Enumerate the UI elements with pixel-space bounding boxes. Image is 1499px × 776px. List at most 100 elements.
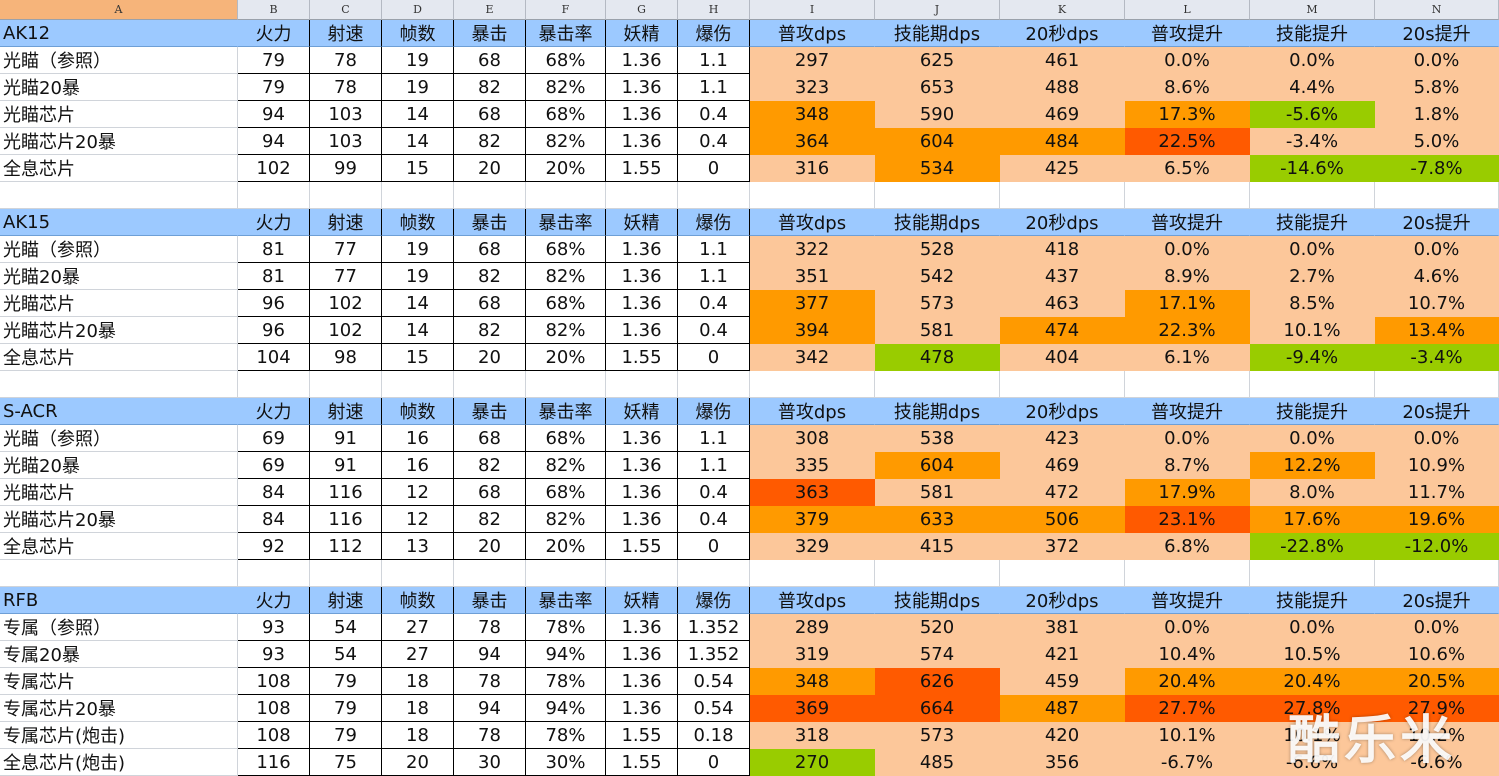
cell-l-15[interactable]: 普攻提升 — [1125, 398, 1250, 425]
column-header-c[interactable]: C — [310, 0, 382, 20]
cell-g-23[interactable]: 1.36 — [606, 614, 678, 641]
cell-h-20[interactable]: 0 — [678, 533, 750, 560]
cell-d-5[interactable]: 14 — [382, 128, 454, 155]
cell-i-2[interactable]: 297 — [750, 47, 875, 74]
cell-k-24[interactable]: 421 — [1000, 641, 1125, 668]
cell-b-10[interactable]: 81 — [238, 263, 310, 290]
cell-m-28[interactable]: -6.6% — [1250, 749, 1375, 776]
cell-b-20[interactable]: 92 — [238, 533, 310, 560]
cell-h-19[interactable]: 0.4 — [678, 506, 750, 533]
cell-f-23[interactable]: 78% — [526, 614, 606, 641]
cell-a-9[interactable]: 光瞄（参照） — [0, 236, 238, 263]
cell-m-3[interactable]: 4.4% — [1250, 74, 1375, 101]
cell-g-5[interactable]: 1.36 — [606, 128, 678, 155]
cell-e-10[interactable]: 82 — [454, 263, 526, 290]
cell-f-7[interactable] — [526, 182, 606, 209]
cell-k-3[interactable]: 488 — [1000, 74, 1125, 101]
cell-b-6[interactable]: 102 — [238, 155, 310, 182]
cell-h-23[interactable]: 1.352 — [678, 614, 750, 641]
cell-c-27[interactable]: 79 — [310, 722, 382, 749]
cell-a-19[interactable]: 光瞄芯片20暴 — [0, 506, 238, 533]
column-header-n[interactable]: N — [1375, 0, 1499, 20]
cell-k-1[interactable]: 20秒dps — [1000, 20, 1125, 47]
cell-k-7[interactable] — [1000, 182, 1125, 209]
cell-c-3[interactable]: 78 — [310, 74, 382, 101]
cell-l-7[interactable] — [1125, 182, 1250, 209]
cell-n-1[interactable]: 20s提升 — [1375, 20, 1499, 47]
cell-l-25[interactable]: 20.4% — [1125, 668, 1250, 695]
cell-c-19[interactable]: 116 — [310, 506, 382, 533]
cell-d-25[interactable]: 18 — [382, 668, 454, 695]
cell-l-11[interactable]: 17.1% — [1125, 290, 1250, 317]
cell-i-13[interactable]: 342 — [750, 344, 875, 371]
cell-l-27[interactable]: 10.1% — [1125, 722, 1250, 749]
cell-e-26[interactable]: 94 — [454, 695, 526, 722]
cell-d-26[interactable]: 18 — [382, 695, 454, 722]
cell-j-28[interactable]: 485 — [875, 749, 1000, 776]
cell-m-19[interactable]: 17.6% — [1250, 506, 1375, 533]
cell-e-19[interactable]: 82 — [454, 506, 526, 533]
cell-e-7[interactable] — [454, 182, 526, 209]
cell-h-2[interactable]: 1.1 — [678, 47, 750, 74]
cell-g-26[interactable]: 1.36 — [606, 695, 678, 722]
cell-n-17[interactable]: 10.9% — [1375, 452, 1499, 479]
cell-e-17[interactable]: 82 — [454, 452, 526, 479]
cell-j-15[interactable]: 技能期dps — [875, 398, 1000, 425]
cell-j-6[interactable]: 534 — [875, 155, 1000, 182]
cell-b-24[interactable]: 93 — [238, 641, 310, 668]
cell-d-18[interactable]: 12 — [382, 479, 454, 506]
cell-n-20[interactable]: -12.0% — [1375, 533, 1499, 560]
column-header-i[interactable]: I — [750, 0, 875, 20]
cell-h-7[interactable] — [678, 182, 750, 209]
cell-m-5[interactable]: -3.4% — [1250, 128, 1375, 155]
cell-n-24[interactable]: 10.6% — [1375, 641, 1499, 668]
cell-d-7[interactable] — [382, 182, 454, 209]
cell-i-11[interactable]: 377 — [750, 290, 875, 317]
cell-f-19[interactable]: 82% — [526, 506, 606, 533]
cell-m-13[interactable]: -9.4% — [1250, 344, 1375, 371]
cell-m-2[interactable]: 0.0% — [1250, 47, 1375, 74]
cell-h-17[interactable]: 1.1 — [678, 452, 750, 479]
cell-d-12[interactable]: 14 — [382, 317, 454, 344]
cell-a-5[interactable]: 光瞄芯片20暴 — [0, 128, 238, 155]
cell-k-11[interactable]: 463 — [1000, 290, 1125, 317]
cell-g-14[interactable] — [606, 371, 678, 398]
cell-e-22[interactable]: 暴击 — [454, 587, 526, 614]
cell-f-26[interactable]: 94% — [526, 695, 606, 722]
cell-n-7[interactable] — [1375, 182, 1499, 209]
cell-i-1[interactable]: 普攻dps — [750, 20, 875, 47]
cell-a-23[interactable]: 专属（参照） — [0, 614, 238, 641]
cell-c-26[interactable]: 79 — [310, 695, 382, 722]
cell-n-14[interactable] — [1375, 371, 1499, 398]
cell-m-25[interactable]: 20.4% — [1250, 668, 1375, 695]
cell-e-2[interactable]: 68 — [454, 47, 526, 74]
cell-i-5[interactable]: 364 — [750, 128, 875, 155]
cell-n-10[interactable]: 4.6% — [1375, 263, 1499, 290]
cell-h-8[interactable]: 爆伤 — [678, 209, 750, 236]
column-header-f[interactable]: F — [526, 0, 606, 20]
cell-f-5[interactable]: 82% — [526, 128, 606, 155]
cell-h-9[interactable]: 1.1 — [678, 236, 750, 263]
cell-b-7[interactable] — [238, 182, 310, 209]
cell-k-10[interactable]: 437 — [1000, 263, 1125, 290]
cell-d-4[interactable]: 14 — [382, 101, 454, 128]
cell-d-8[interactable]: 帧数 — [382, 209, 454, 236]
cell-n-3[interactable]: 5.8% — [1375, 74, 1499, 101]
cell-e-20[interactable]: 20 — [454, 533, 526, 560]
cell-l-24[interactable]: 10.4% — [1125, 641, 1250, 668]
cell-g-6[interactable]: 1.55 — [606, 155, 678, 182]
cell-c-13[interactable]: 98 — [310, 344, 382, 371]
cell-h-11[interactable]: 0.4 — [678, 290, 750, 317]
cell-i-26[interactable]: 369 — [750, 695, 875, 722]
cell-a-25[interactable]: 专属芯片 — [0, 668, 238, 695]
cell-n-16[interactable]: 0.0% — [1375, 425, 1499, 452]
cell-k-23[interactable]: 381 — [1000, 614, 1125, 641]
cell-f-28[interactable]: 30% — [526, 749, 606, 776]
cell-k-22[interactable]: 20秒dps — [1000, 587, 1125, 614]
cell-j-23[interactable]: 520 — [875, 614, 1000, 641]
cell-b-28[interactable]: 116 — [238, 749, 310, 776]
cell-g-25[interactable]: 1.36 — [606, 668, 678, 695]
cell-d-23[interactable]: 27 — [382, 614, 454, 641]
cell-c-24[interactable]: 54 — [310, 641, 382, 668]
cell-c-15[interactable]: 射速 — [310, 398, 382, 425]
